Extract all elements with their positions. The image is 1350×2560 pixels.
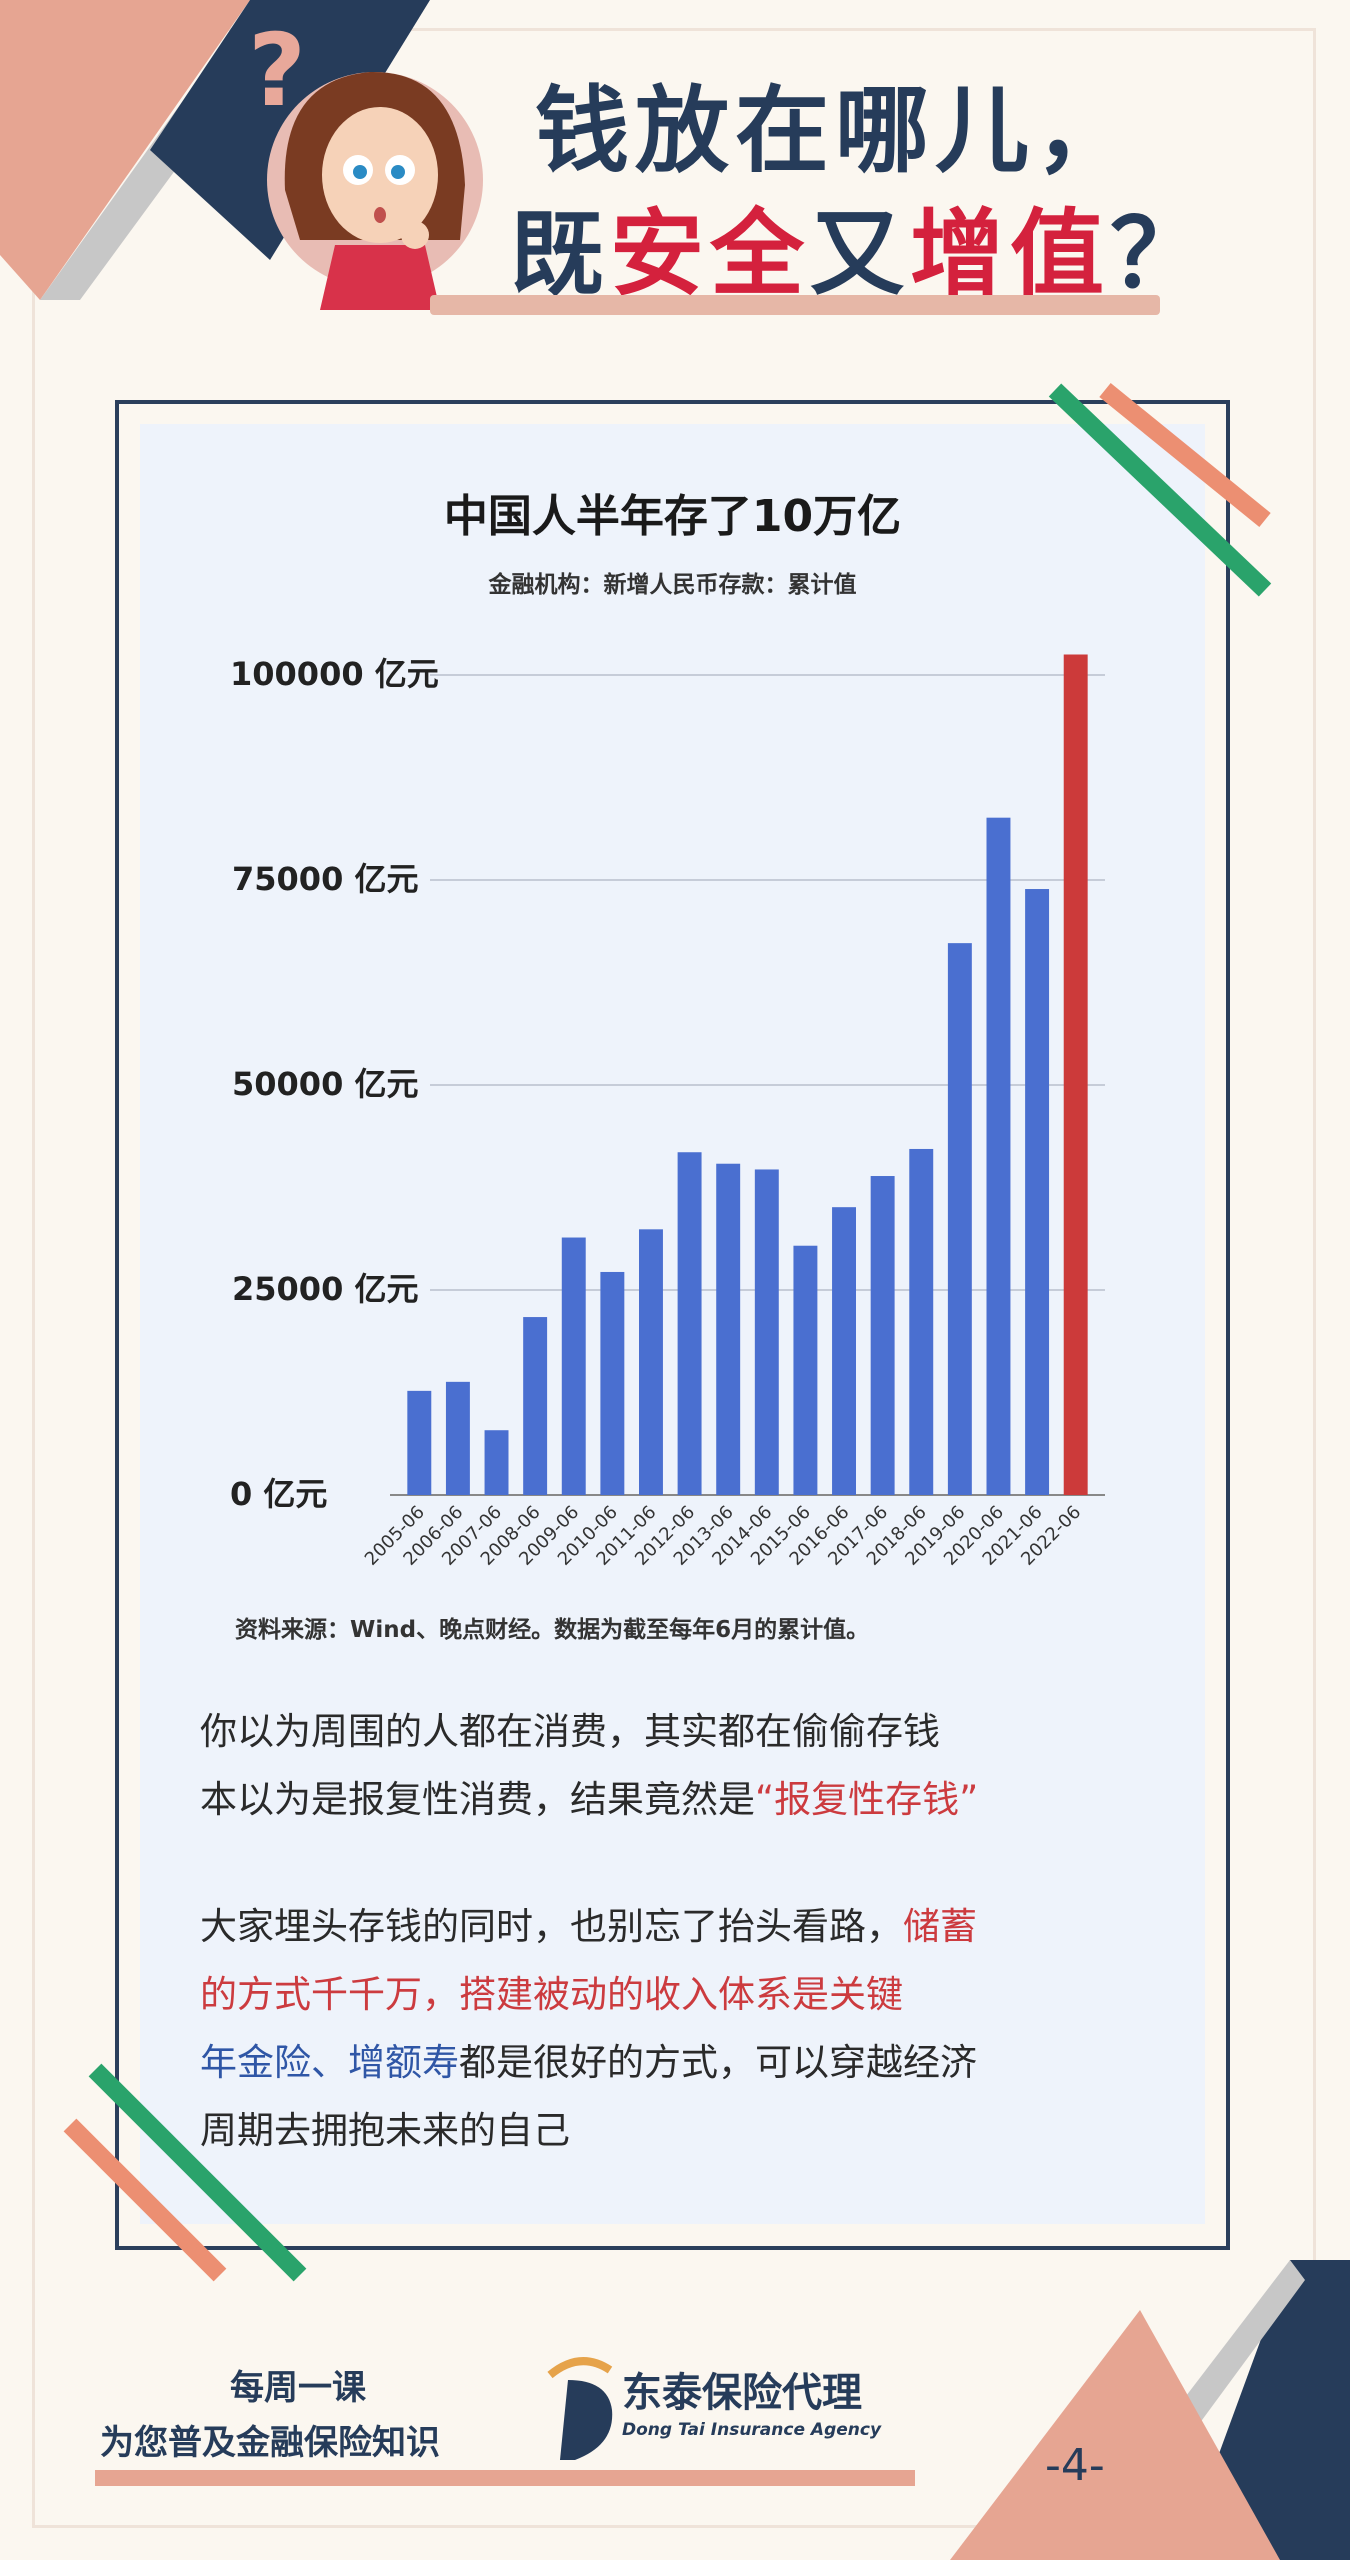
chart-source-note: 资料来源：Wind、晚点财经。数据为截至每年6月的累计值。	[235, 1617, 870, 1643]
bar-2007-06	[484, 1430, 509, 1495]
y-tick-label: 25000 亿元	[232, 1270, 418, 1308]
y-tick-label: 100000 亿元	[230, 655, 439, 693]
chart-subtitle: 金融机构：新增人民币存款：累计值	[488, 572, 857, 598]
bar-2018-06	[909, 1148, 934, 1495]
paragraph-2-line-3: 年金险、增额寿都是很好的方式，可以穿越经济	[200, 2041, 977, 2084]
bar-2009-06	[561, 1237, 586, 1495]
bar-2019-06	[947, 943, 972, 1495]
paragraph-2-line-4: 周期去拥抱未来的自己	[200, 2109, 570, 2152]
title-underline	[430, 295, 1160, 315]
bar-2010-06	[600, 1271, 625, 1495]
y-tick-label: 75000 亿元	[232, 860, 418, 898]
paragraph-1-line-1: 你以为周围的人都在消费，其实都在偷偷存钱	[200, 1710, 940, 1753]
paragraph-2-line-1: 大家埋头存钱的同时，也别忘了抬头看路，储蓄	[200, 1905, 977, 1948]
brand-name-en: Dong Tai Insurance Agency	[622, 2420, 882, 2440]
bar-2006-06	[445, 1381, 470, 1495]
paragraph-1-line-2: 本以为是报复性消费，结果竟然是“报复性存钱”	[200, 1778, 979, 1821]
chart-title: 中国人半年存了10万亿	[443, 491, 902, 542]
page-border	[32, 28, 1316, 2528]
brand-logo-icon	[547, 2357, 613, 2460]
corner-decoration-bottom-right	[950, 2260, 1350, 2560]
bar-2008-06	[523, 1317, 548, 1495]
paragraph-2-line-2: 的方式千千万，搭建被动的收入体系是关键	[200, 1973, 903, 2016]
stripe-decoration-bottom-left	[63, 2063, 307, 2282]
bar-2005-06	[407, 1390, 432, 1495]
bar-2014-06	[754, 1169, 779, 1495]
y-tick-label: 50000 亿元	[232, 1065, 418, 1103]
page-number: -4-	[1045, 2440, 1105, 2491]
bar-2012-06	[677, 1152, 702, 1495]
bar-2013-06	[716, 1163, 741, 1495]
bar-2017-06	[870, 1176, 895, 1495]
brand-name-cn: 东泰保险代理	[622, 2370, 862, 2416]
bar-2021-06	[1025, 889, 1050, 1495]
bar-2022-06	[1063, 654, 1088, 1495]
y-tick-label: 0 亿元	[230, 1475, 327, 1513]
footer-underline	[95, 2470, 915, 2486]
bar-2015-06	[793, 1245, 818, 1495]
bar-2016-06	[832, 1207, 856, 1495]
footer-slogan-line2: 为您普及金融保险知识	[100, 2423, 440, 2463]
stripe-decoration-top-right	[1048, 383, 1272, 597]
bar-2011-06	[639, 1229, 663, 1495]
page-title-line2: 既安全又增值？	[510, 199, 1211, 309]
page-title-line1: 钱放在哪儿，	[535, 76, 1136, 186]
footer-slogan-line1: 每周一课	[230, 2368, 366, 2408]
bar-2020-06	[986, 817, 1011, 1495]
thinking-girl-avatar: ?	[248, 12, 483, 310]
